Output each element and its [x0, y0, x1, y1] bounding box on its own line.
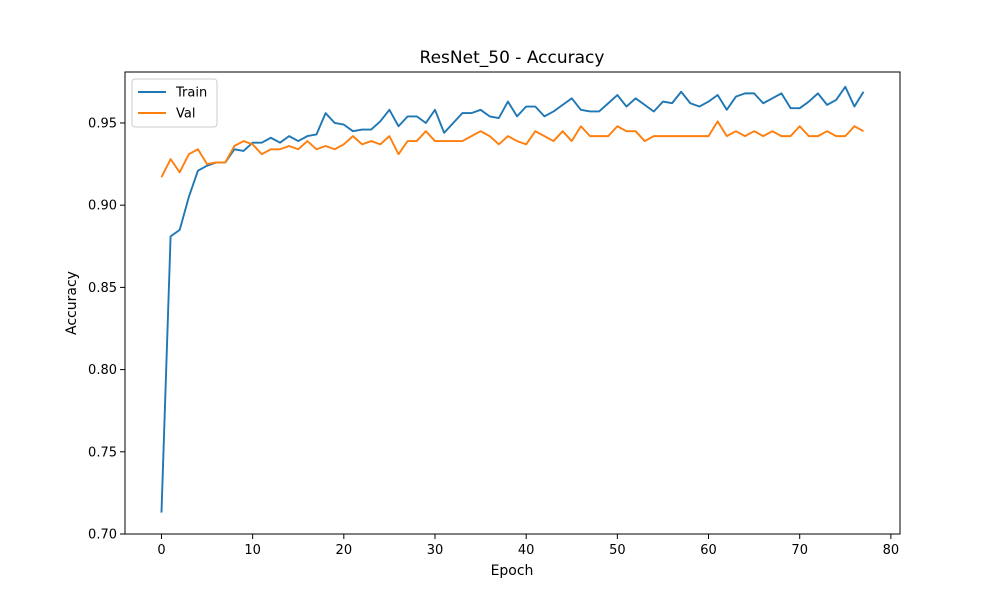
x-tick-label: 0 [157, 543, 165, 558]
x-tick-label: 80 [883, 543, 900, 558]
x-axis-label: Epoch [491, 563, 534, 579]
x-tick-label: 50 [609, 543, 626, 558]
axes-frame [124, 71, 901, 535]
x-tick-label: 10 [244, 543, 261, 558]
plot-area: 0 10 20 30 40 50 60 70 80 0.70 0.75 0.80 0.85 0.90 0.9… [88, 71, 901, 558]
chart-title: ResNet_50 - Accuracy [420, 48, 605, 68]
x-tick-label: 40 [518, 543, 535, 558]
y-tick-label: 0.80 [88, 363, 117, 378]
x-tick-label: 20 [336, 543, 353, 558]
y-tick-label: 0.70 [88, 528, 117, 543]
x-tick-label: 30 [427, 543, 444, 558]
y-axis-label: Accuracy [64, 271, 80, 335]
legend-label-train: Train [175, 86, 207, 101]
series-line-train [160, 85, 865, 513]
legend-box [131, 78, 218, 128]
y-tick-label: 0.95 [88, 116, 117, 131]
x-tick-label: 60 [700, 543, 717, 558]
y-tick-label: 0.75 [88, 445, 117, 460]
x-tick-label: 70 [791, 543, 808, 558]
series-line-val [160, 120, 864, 178]
y-tick-label: 0.90 [88, 199, 117, 214]
legend-label-val: Val [176, 107, 195, 122]
y-tick-label: 0.85 [88, 281, 117, 296]
